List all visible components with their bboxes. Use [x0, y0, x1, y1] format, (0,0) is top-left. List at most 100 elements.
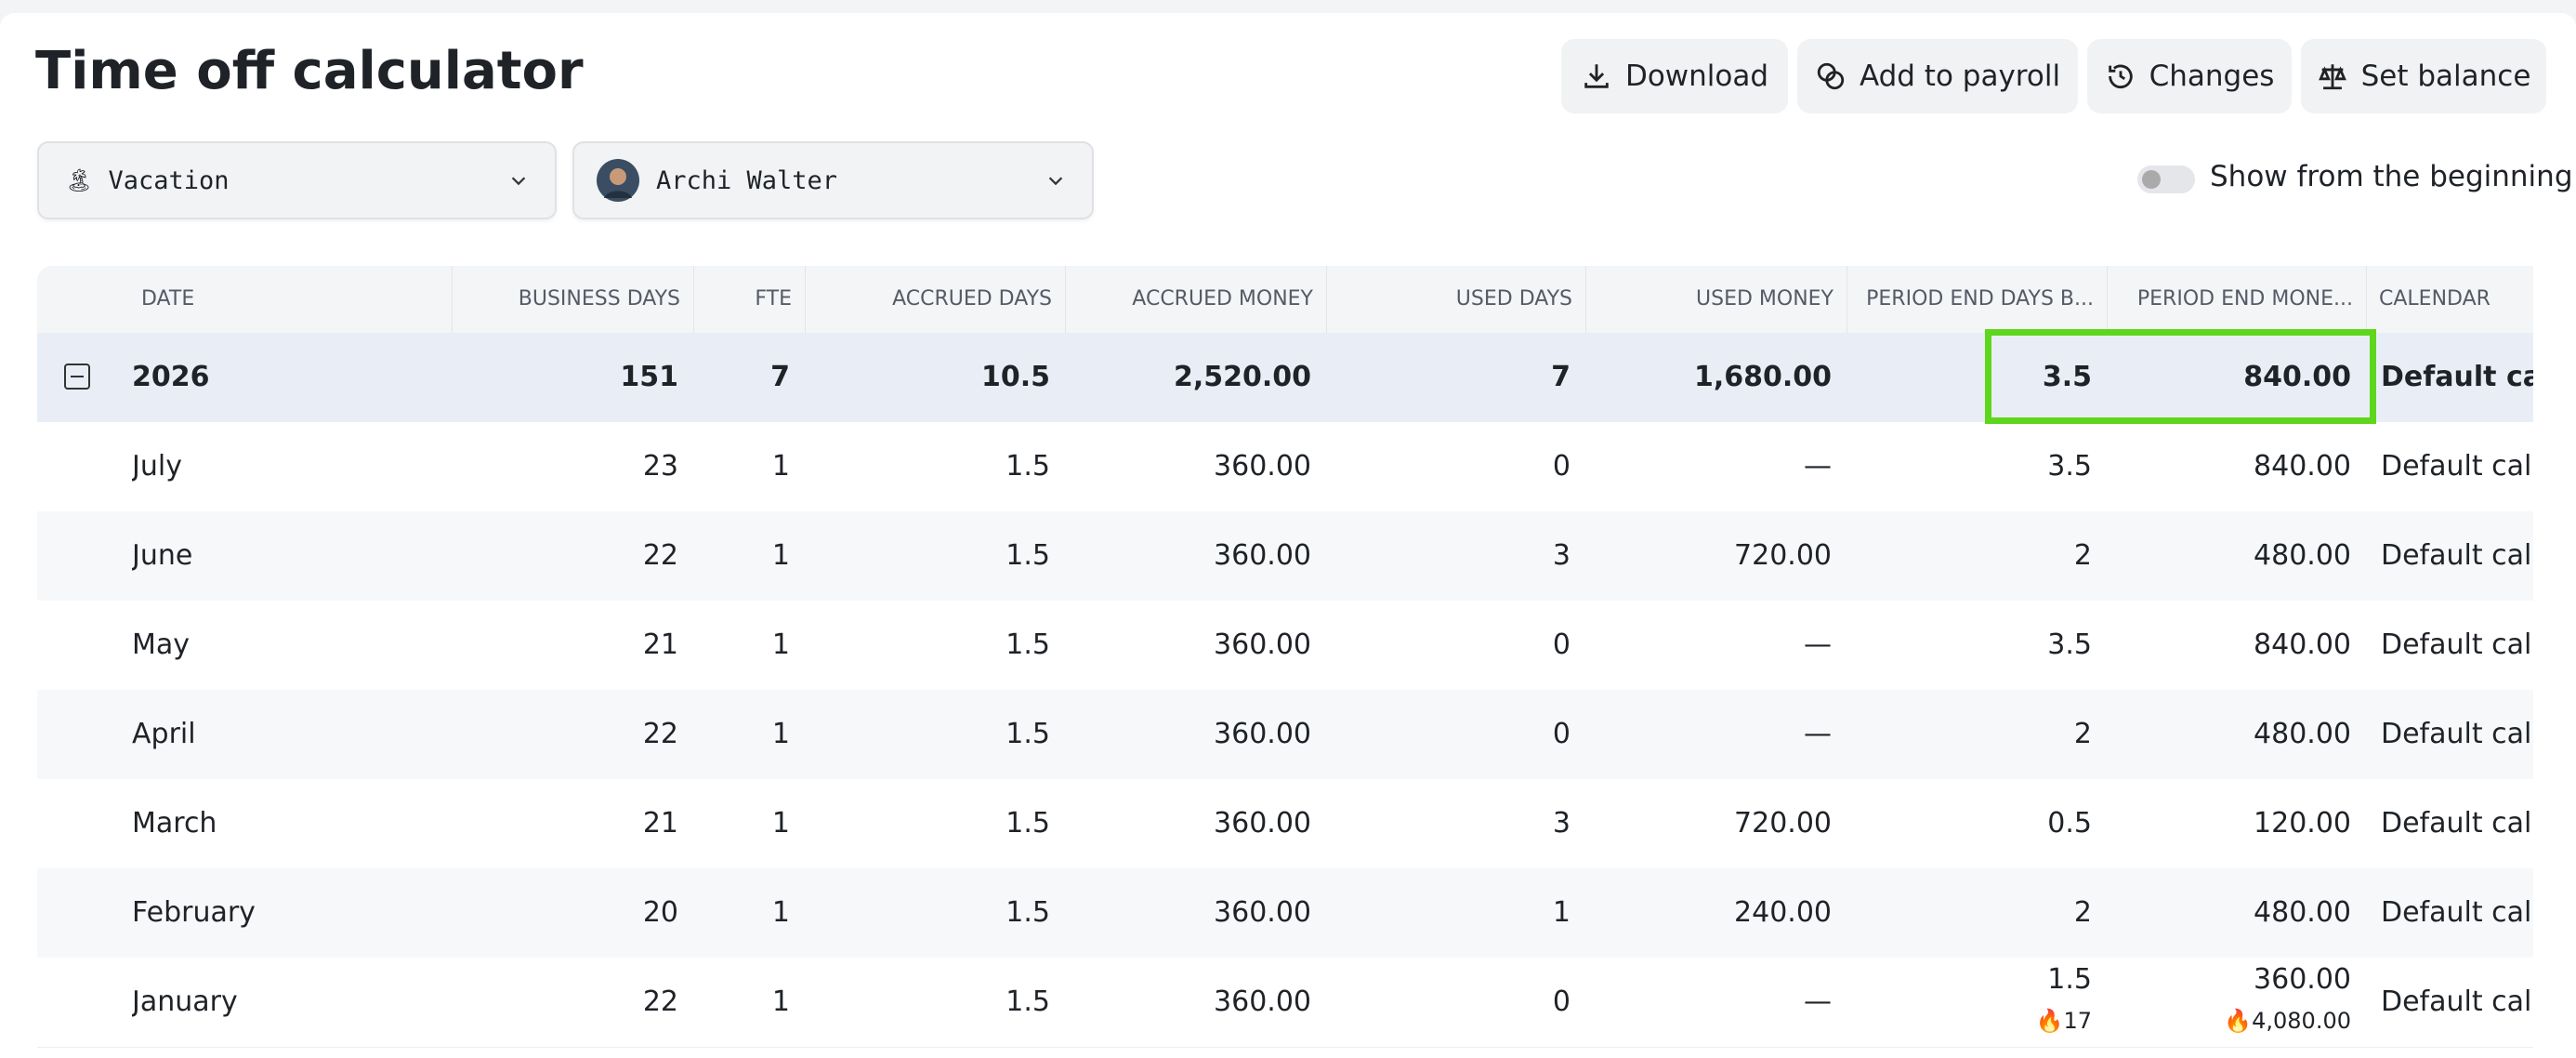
table-cell: 22: [642, 985, 678, 1018]
carryover-money: 🔥4,080.00: [2224, 1008, 2351, 1034]
table-cell: Default calendar: [2381, 361, 2533, 393]
table-cell: —: [1804, 628, 1832, 661]
column-header: FTE: [755, 287, 792, 311]
table-row: [37, 958, 2533, 1048]
date-cell: April: [132, 718, 196, 750]
table-cell: 2: [2073, 718, 2092, 750]
dropdown-value: Archi Walter: [656, 165, 838, 195]
employee-dropdown[interactable]: Archi Walter: [572, 141, 1094, 219]
table-cell: —: [1804, 450, 1832, 483]
table-cell: 1.5: [1005, 985, 1050, 1018]
table-cell: 2,520.00: [1173, 361, 1311, 393]
table-cell: 7: [770, 361, 790, 393]
table-cell: 21: [642, 628, 678, 661]
column-divider: [452, 266, 453, 333]
table-cell: 720.00: [1734, 539, 1832, 572]
table-cell: 23: [642, 450, 678, 483]
payroll-button[interactable]: Add to payroll: [1797, 39, 2078, 113]
header-row: [37, 266, 2533, 334]
download-button[interactable]: Download: [1561, 39, 1788, 113]
column-divider: [2366, 266, 2367, 333]
column-divider: [1585, 266, 1586, 333]
table-cell: 1: [771, 985, 790, 1018]
date-cell: 2026: [132, 361, 210, 393]
table-cell: Default calendar: [2381, 807, 2533, 840]
table-cell: 1: [1552, 896, 1571, 929]
table-cell: 3.5: [2047, 450, 2092, 483]
table-cell: 20: [642, 896, 678, 929]
table-cell: —: [1804, 985, 1832, 1018]
table-cell: Default calendar: [2381, 985, 2533, 1018]
table-cell: 1.5: [1005, 450, 1050, 483]
table-cell: 3.5: [2042, 361, 2092, 393]
table-cell: 1.5: [1005, 718, 1050, 750]
table-cell: 0: [1552, 450, 1571, 483]
table-cell: 1: [771, 807, 790, 840]
table-cell: 1.5: [1005, 807, 1050, 840]
table-cell: 720.00: [1734, 807, 1832, 840]
table-cell: 360.00: [1214, 539, 1311, 572]
balance-button[interactable]: Set balance: [2301, 39, 2546, 113]
table-cell: 840.00: [2254, 628, 2351, 661]
table-row: [37, 868, 2533, 959]
table-cell: 3: [1552, 539, 1571, 572]
column-divider: [2107, 266, 2108, 333]
table-cell: 1: [771, 718, 790, 750]
panel: Time off calculator Download Add to payr…: [0, 13, 2576, 1058]
table-cell: 120.00: [2254, 807, 2351, 840]
table-cell: 3: [1552, 807, 1571, 840]
table-cell: 360.00: [2254, 963, 2351, 996]
table-cell: Default calendar: [2381, 718, 2533, 750]
table-cell: Default calendar: [2381, 539, 2533, 572]
palm-icon: 🏝: [65, 167, 94, 193]
table-cell: Default calendar: [2381, 450, 2533, 483]
table-cell: 480.00: [2254, 539, 2351, 572]
table-cell: Default calendar: [2381, 896, 2533, 929]
page-title: Time off calculator: [35, 41, 584, 101]
table-row: [37, 779, 2533, 869]
table-cell: 22: [642, 539, 678, 572]
button-label: Changes: [2149, 60, 2275, 93]
table-cell: 840.00: [2243, 361, 2351, 393]
column-header: ACCRUED DAYS: [892, 287, 1052, 311]
column-header: ACCRUED MONEY: [1132, 287, 1313, 311]
avatar: [597, 159, 639, 202]
highlight-box: [1985, 329, 2376, 424]
table-cell: 360.00: [1214, 628, 1311, 661]
table-cell: 1: [771, 539, 790, 572]
table-cell: 360.00: [1214, 985, 1311, 1018]
carryover-days: 🔥17: [2035, 1008, 2092, 1034]
column-header: USED DAYS: [1455, 287, 1572, 311]
button-label: Add to payroll: [1859, 60, 2061, 93]
table-cell: 1: [771, 896, 790, 929]
date-cell: March: [132, 807, 217, 840]
table-cell: 0: [1552, 985, 1571, 1018]
button-label: Download: [1624, 60, 1769, 93]
table-cell: 840.00: [2254, 450, 2351, 483]
toggle[interactable]: [2137, 165, 2195, 193]
collapse-toggle[interactable]: [64, 364, 90, 390]
table-cell: 1,680.00: [1693, 361, 1832, 393]
date-cell: February: [132, 896, 256, 929]
dropdown-value: Vacation: [108, 165, 230, 195]
column-divider: [693, 266, 694, 333]
toggle-label: Show from the beginning: [2210, 160, 2573, 193]
table-cell: 360.00: [1214, 450, 1311, 483]
date-cell: May: [132, 628, 191, 661]
table-cell: 2: [2073, 539, 2092, 572]
changes-button[interactable]: Changes: [2087, 39, 2292, 113]
table-cell: 21: [642, 807, 678, 840]
column-divider: [805, 266, 806, 333]
table-cell: 240.00: [1734, 896, 1832, 929]
date-cell: June: [132, 539, 193, 572]
type-dropdown[interactable]: 🏝 Vacation: [37, 141, 557, 219]
table-cell: 1.5: [1005, 539, 1050, 572]
table-cell: 22: [642, 718, 678, 750]
table: DATE BUSINESS DAYS FTE ACCRUED DAYS ACCRUED …: [37, 266, 2533, 1058]
table-cell: 480.00: [2254, 896, 2351, 929]
table-cell: 0.5: [2047, 807, 2092, 840]
table-cell: 1: [771, 450, 790, 483]
date-cell: July: [132, 450, 182, 483]
button-label: Set balance: [2360, 60, 2531, 93]
